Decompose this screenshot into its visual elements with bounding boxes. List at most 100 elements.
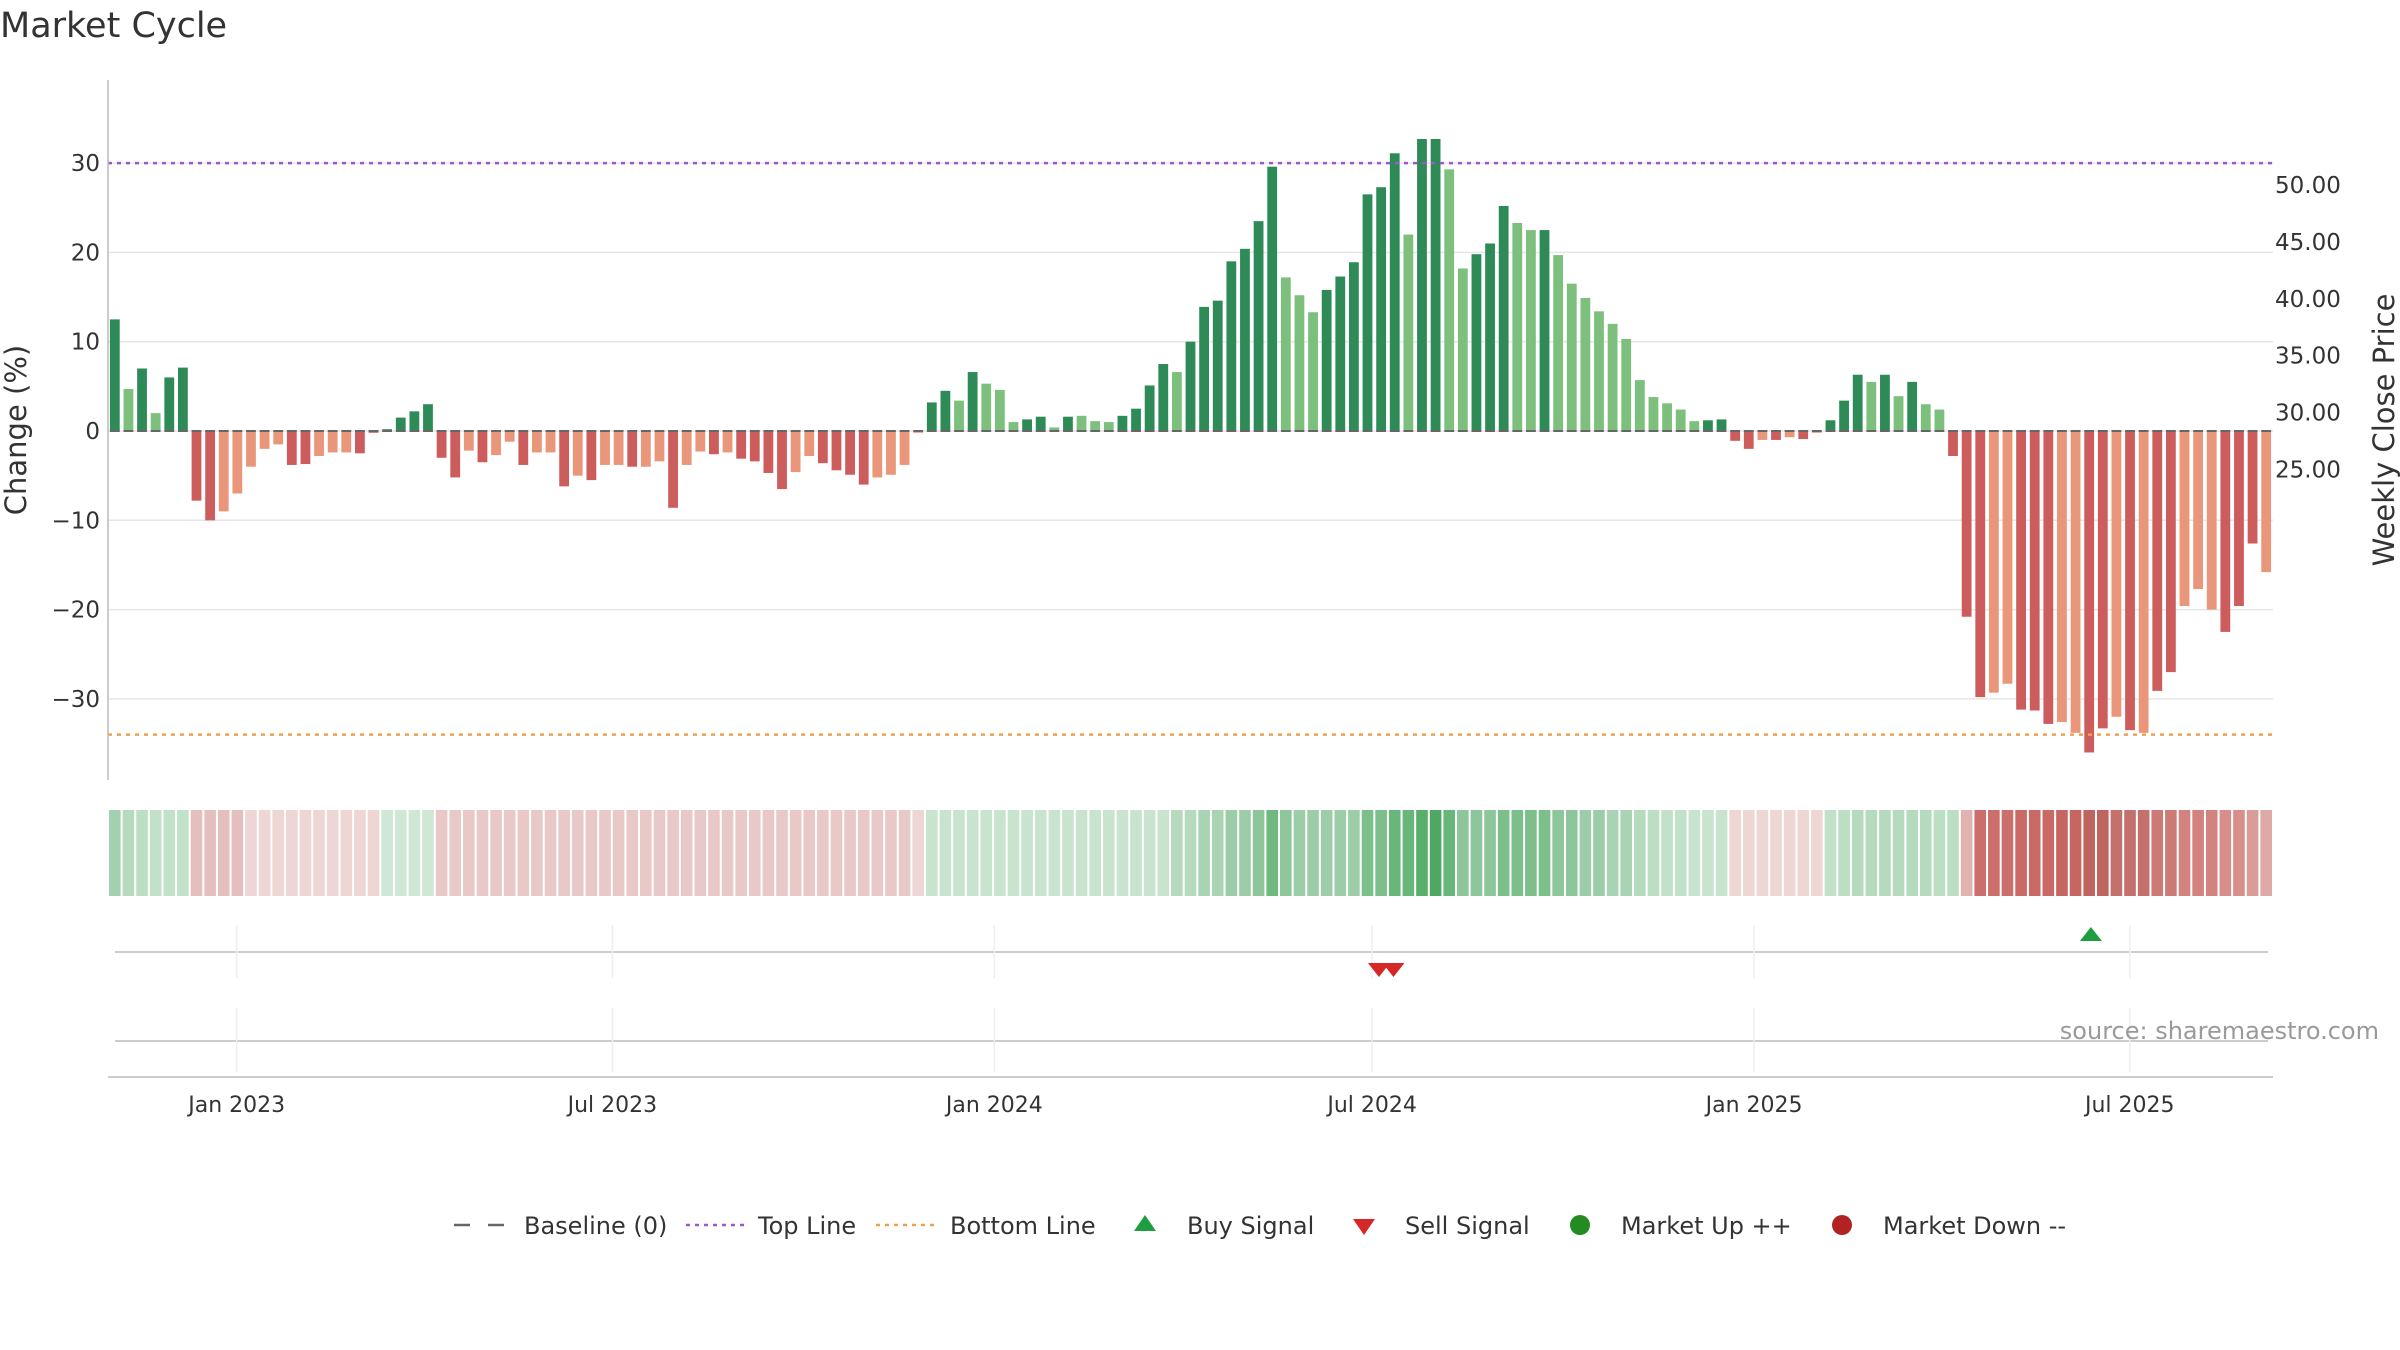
axes: 30 20 10 0 −10 −20 −30 50.00 45.00 40.00 35.00 30.0… [51, 80, 2341, 780]
heat-cell [939, 810, 952, 896]
heat-cell [1429, 810, 1442, 896]
bar [463, 431, 474, 451]
bar [2125, 431, 2135, 731]
bar [1730, 431, 1741, 441]
legend-label: Buy Signal [1187, 1212, 1314, 1240]
bar [1662, 403, 1672, 431]
heat-cell [149, 810, 162, 896]
bar [1621, 339, 1632, 431]
bar [1403, 234, 1414, 431]
bar [1348, 262, 1359, 431]
legend-label: Top Line [757, 1212, 856, 1240]
heat-cell [1484, 810, 1496, 896]
heat-cell [1715, 810, 1728, 896]
heat-cell [490, 810, 502, 896]
x-tick-label: Jul 2025 [2083, 1093, 2175, 1118]
y2-tick-label: 45.00 [2275, 230, 2341, 256]
heat-cell [1756, 810, 1769, 896]
y-tick-label: 30 [71, 151, 100, 177]
bar [477, 431, 488, 463]
bar [259, 431, 270, 449]
heat-cell [544, 810, 557, 896]
heat-cell [1171, 810, 1183, 896]
heat-cell [136, 810, 148, 896]
bar [1212, 300, 1223, 431]
y2-tick-label: 25.00 [2275, 458, 2341, 484]
heat-cell [190, 810, 203, 896]
heat-cell [1988, 810, 2000, 896]
heat-cell [1620, 810, 1633, 896]
heat-cell [1865, 810, 1878, 896]
bar [559, 431, 570, 487]
heat-cell [1470, 810, 1483, 896]
bar [722, 431, 733, 453]
bar [2234, 431, 2244, 607]
heat-cell [885, 810, 897, 896]
bar [450, 431, 461, 478]
heat-cell [326, 810, 339, 896]
x-tick-label: Jan 2024 [944, 1093, 1043, 1118]
heat-cell [2124, 810, 2136, 896]
heat-cell [585, 810, 598, 896]
heat-strip [109, 810, 2272, 896]
bar [749, 431, 760, 462]
y2-tick-label: 35.00 [2275, 344, 2341, 370]
bar [790, 431, 801, 473]
bar [1117, 415, 1128, 431]
heat-cell [1960, 810, 1973, 896]
heat-cell [1102, 810, 1115, 896]
bar [314, 431, 324, 456]
bar [1267, 166, 1278, 432]
heat-cell [1225, 810, 1238, 896]
heat-cell [1634, 810, 1646, 896]
heat-cell [1375, 810, 1387, 896]
bar [1022, 419, 1032, 431]
bar [150, 413, 161, 431]
bar [1131, 408, 1141, 431]
heat-cell [748, 810, 761, 896]
heat-cell [1443, 810, 1456, 896]
bar [504, 431, 515, 442]
bar [2247, 431, 2258, 544]
y-axis-title: Change (%) [0, 345, 33, 515]
bar [2111, 431, 2122, 717]
bar [327, 431, 338, 453]
heat-cell [1062, 810, 1074, 896]
bar [1743, 431, 1754, 449]
reference-lines [108, 161, 2273, 736]
heat-cell [2110, 810, 2123, 896]
bar [1158, 364, 1169, 431]
bar [1389, 153, 1400, 431]
heat-cell [531, 810, 543, 896]
heat-cell [1075, 810, 1088, 896]
bar [273, 431, 284, 445]
heat-cell [1770, 810, 1782, 896]
heat-cell [503, 810, 516, 896]
heat-cell [2151, 810, 2164, 896]
bar [1716, 419, 1727, 431]
heat-cell [626, 810, 639, 896]
chart-title: Market Cycle [0, 6, 228, 46]
bar [177, 367, 188, 431]
y-tick-label: 0 [85, 419, 100, 445]
heat-cell [1266, 810, 1279, 896]
bar [736, 431, 747, 459]
heat-cell [272, 810, 285, 896]
heat-cell [2178, 810, 2191, 896]
state-panel [115, 1008, 2268, 1072]
bar [2138, 431, 2149, 733]
bar [1526, 230, 1536, 431]
bar [1417, 138, 1427, 432]
bar [1485, 243, 1495, 431]
heat-cell [2233, 810, 2245, 896]
heat-cell [1552, 810, 1564, 896]
bar [1321, 289, 1332, 431]
bar [1199, 306, 1210, 431]
bar [2193, 431, 2204, 590]
bar [191, 431, 202, 501]
heat-cell [789, 810, 802, 896]
bar [1240, 248, 1250, 431]
heat-cell [1606, 810, 1619, 896]
bar [1539, 230, 1550, 431]
